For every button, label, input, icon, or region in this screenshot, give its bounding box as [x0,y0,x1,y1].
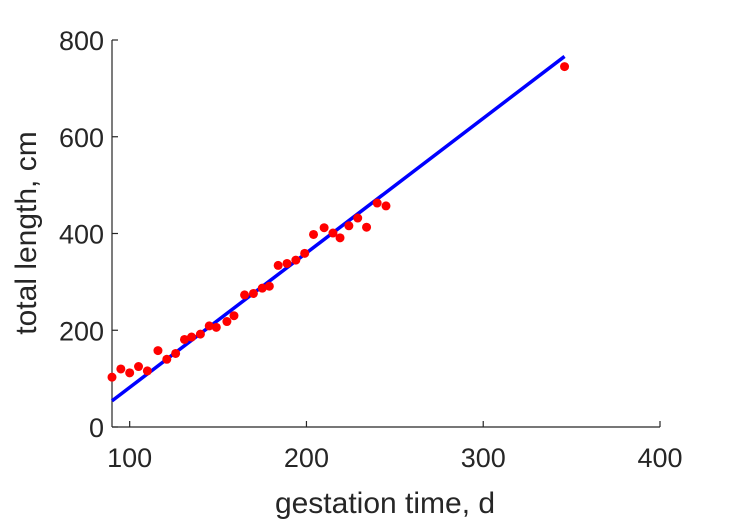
data-point [319,223,329,233]
data-point [560,62,570,72]
data-point [162,354,172,364]
x-tick-label: 200 [284,443,329,473]
data-point [264,281,274,291]
y-tick-label: 200 [59,316,104,346]
axes [111,39,661,428]
data-point [328,228,338,238]
y-tick-label: 800 [59,26,104,56]
data-point [229,311,239,321]
data-point [300,248,310,258]
tick-labels: 100 200 300 400 0 200 400 600 800 [59,26,683,473]
data-point [116,364,126,374]
data-point [179,334,189,344]
x-tick-label: 100 [107,443,152,473]
data-point [309,229,319,239]
data-point [195,329,205,339]
data-point [211,322,221,332]
data-point [222,317,232,327]
data-point [353,213,363,223]
data-point [240,290,250,300]
y-tick-label: 400 [59,220,104,250]
data-point [282,258,292,268]
data-point [381,201,391,211]
data-point [171,348,181,358]
fit-line-layer [110,55,566,403]
data-point [344,221,354,231]
y-tick-label: 600 [59,123,104,153]
data-point [204,321,214,331]
data-point [291,255,301,265]
x-tick-label: 400 [637,443,682,473]
data-point [153,346,163,356]
data-point [142,366,152,376]
x-tick-label: 300 [461,443,506,473]
data-point [362,222,372,232]
data-point [257,283,267,293]
data-point [134,362,144,372]
y-tick-label: 0 [89,413,104,443]
data-point [125,368,135,378]
data-points [107,62,570,382]
fit-line [110,55,566,403]
y-axis-label: total length, cm [10,131,43,334]
x-axis-label: gestation time, d [275,487,495,520]
data-point [335,233,345,243]
data-point [107,372,117,382]
data-point [372,198,382,208]
data-point [248,288,258,298]
data-point [187,332,197,342]
data-point [273,260,283,270]
